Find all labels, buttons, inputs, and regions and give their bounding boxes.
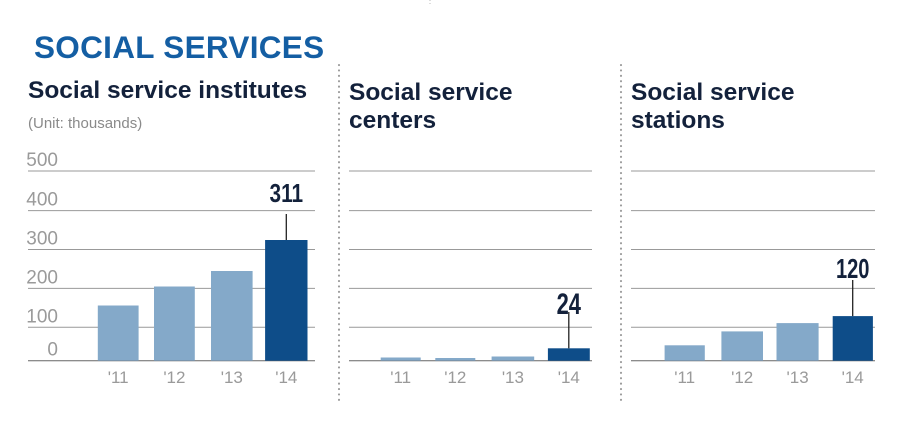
svg-text:311: 311	[270, 179, 304, 208]
svg-text:100: 100	[26, 306, 58, 327]
svg-text:'11: '11	[108, 368, 129, 387]
svg-text:'14: '14	[558, 368, 580, 387]
svg-text:'14: '14	[275, 368, 297, 387]
svg-text:'11: '11	[674, 368, 695, 387]
svg-text:Social service: Social service	[631, 79, 794, 106]
svg-text:'13: '13	[502, 368, 524, 387]
svg-text:stations: stations	[631, 107, 725, 134]
svg-text:120: 120	[836, 254, 869, 285]
svg-text:'12: '12	[163, 368, 185, 387]
svg-text:'11: '11	[390, 368, 411, 387]
svg-text:200: 200	[26, 267, 58, 288]
svg-text:'13: '13	[787, 368, 809, 387]
svg-text:300: 300	[26, 229, 58, 250]
svg-text:'12: '12	[731, 368, 753, 387]
svg-text:(Unit: thousands): (Unit: thousands)	[28, 115, 142, 132]
svg-text:0: 0	[47, 340, 58, 361]
svg-text:'12: '12	[444, 368, 466, 387]
svg-text:centers: centers	[349, 107, 436, 134]
svg-text:400: 400	[26, 190, 58, 211]
svg-text:24: 24	[557, 287, 582, 321]
svg-text:500: 500	[26, 150, 58, 171]
svg-text:'14: '14	[842, 368, 864, 387]
svg-text:Social service: Social service	[349, 79, 512, 106]
svg-text:'13: '13	[221, 368, 243, 387]
svg-text:Social service institutes: Social service institutes	[28, 77, 307, 104]
svg-text:SOCIAL SERVICES: SOCIAL SERVICES	[34, 29, 324, 65]
